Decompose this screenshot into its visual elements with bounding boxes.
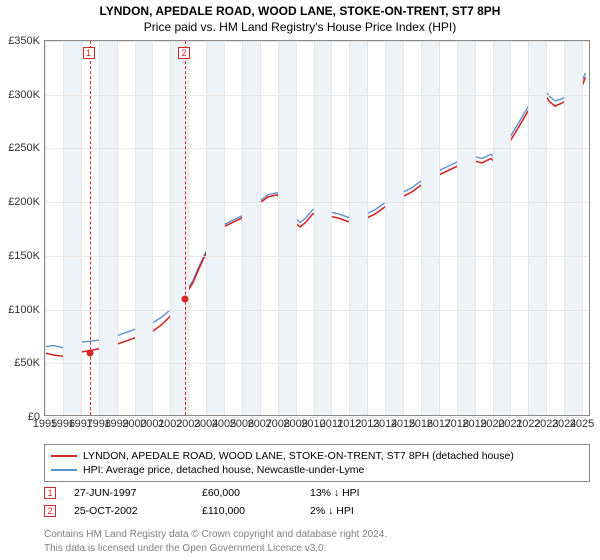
- legend-label: LYNDON, APEDALE ROAD, WOOD LANE, STOKE-O…: [83, 450, 514, 462]
- y-tick-label: £250K: [8, 142, 40, 154]
- legend-row: HPI: Average price, detached house, Newc…: [51, 463, 583, 477]
- marker-guideline: [90, 41, 91, 415]
- y-tick-label: £100K: [8, 304, 40, 316]
- x-tick-label: 2025: [570, 418, 594, 430]
- event-date: 25-OCT-2002: [74, 505, 184, 517]
- footer-line: This data is licensed under the Open Gov…: [44, 542, 387, 556]
- legend-swatch: [51, 469, 77, 471]
- y-tick-label: £350K: [8, 35, 40, 47]
- event-row: 2 25-OCT-2002 £110,000 2% ↓ HPI: [44, 502, 360, 520]
- attribution-footer: Contains HM Land Registry data © Crown c…: [44, 528, 387, 555]
- legend-swatch: [51, 455, 77, 457]
- y-tick-label: £50K: [14, 357, 40, 369]
- event-date: 27-JUN-1997: [74, 487, 184, 499]
- marker-box: 2: [178, 47, 190, 59]
- event-marker: 2: [44, 505, 56, 517]
- event-list: 1 27-JUN-1997 £60,000 13% ↓ HPI 2 25-OCT-2002…: [44, 484, 360, 520]
- event-price: £60,000: [202, 487, 292, 499]
- legend: LYNDON, APEDALE ROAD, WOOD LANE, STOKE-O…: [44, 444, 590, 482]
- event-marker: 1: [44, 487, 56, 499]
- chart-title: LYNDON, APEDALE ROAD, WOOD LANE, STOKE-O…: [0, 4, 600, 18]
- event-delta: 2% ↓ HPI: [310, 505, 354, 517]
- y-tick-label: £150K: [8, 250, 40, 262]
- event-delta: 13% ↓ HPI: [310, 487, 360, 499]
- event-row: 1 27-JUN-1997 £60,000 13% ↓ HPI: [44, 484, 360, 502]
- chart-area: 1995199619971998199920002001200220032004…: [44, 40, 590, 416]
- y-tick-label: £200K: [8, 196, 40, 208]
- marker-point: [181, 295, 188, 302]
- marker-point: [86, 349, 93, 356]
- y-tick-label: £300K: [8, 89, 40, 101]
- legend-row: LYNDON, APEDALE ROAD, WOOD LANE, STOKE-O…: [51, 449, 583, 463]
- event-price: £110,000: [202, 505, 292, 517]
- legend-label: HPI: Average price, detached house, Newc…: [83, 464, 364, 476]
- y-tick-label: £0: [28, 411, 40, 423]
- footer-line: Contains HM Land Registry data © Crown c…: [44, 528, 387, 542]
- chart-subtitle: Price paid vs. HM Land Registry's House …: [0, 20, 600, 34]
- marker-guideline: [185, 41, 186, 415]
- marker-box: 1: [83, 47, 95, 59]
